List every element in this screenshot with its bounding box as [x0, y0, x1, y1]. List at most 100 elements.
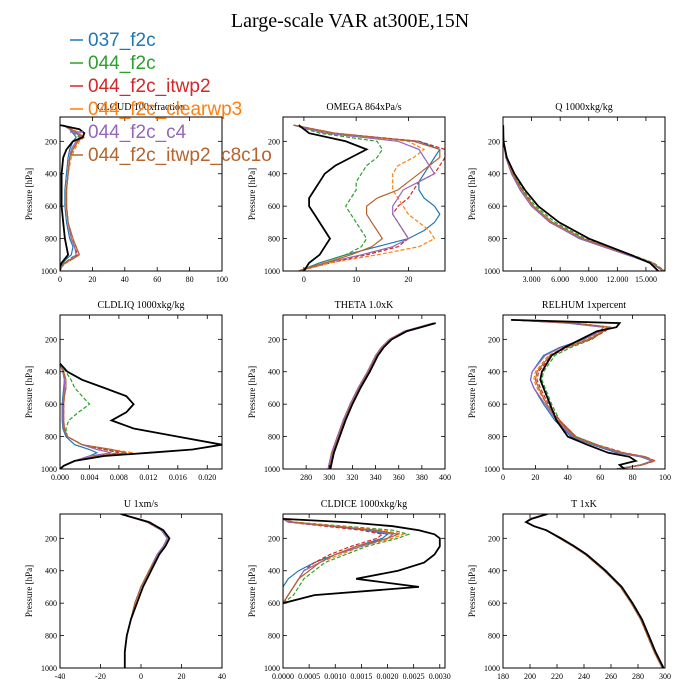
x-tick-label: 12.000	[606, 275, 628, 284]
series-line-044-f2c-c4	[293, 124, 436, 271]
y-axis-label: Pressure [hPa]	[247, 565, 257, 617]
x-tick-label: 0.000	[51, 473, 69, 482]
x-tick-label: 0.012	[139, 473, 157, 482]
series-line-044-f2c-itwp2-c8c1o	[328, 322, 435, 469]
series-line-obs	[120, 514, 171, 668]
x-tick-label: 0.0000	[272, 672, 294, 681]
series-line-obs	[60, 362, 222, 469]
series-group	[327, 322, 436, 469]
panel-title: RELHUM 1xpercent	[542, 300, 626, 311]
series-line-044-f2c	[60, 124, 81, 271]
legend-item: 044_f2c_c4	[70, 122, 187, 143]
series-line-044-f2c-itwp2-c8c1o	[60, 363, 127, 469]
x-tick-label: 3.000	[523, 275, 541, 284]
legend-label: 044_f2c_itwp2	[88, 76, 211, 97]
y-tick-label: 600	[45, 400, 57, 409]
y-tick-label: 400	[268, 368, 280, 377]
x-tick-label: 0.0010	[324, 672, 346, 681]
y-tick-label: 200	[268, 335, 280, 344]
legend-label: 037_f2c	[88, 30, 156, 51]
series-line-044-f2c-c4	[524, 514, 663, 668]
x-tick-label: 60	[596, 473, 604, 482]
x-tick-label: 20	[88, 275, 96, 284]
series-group	[283, 518, 441, 605]
x-tick-label: 360	[393, 473, 405, 482]
x-tick-label: 0	[501, 473, 505, 482]
plot-frame	[282, 116, 446, 272]
y-tick-label: 1000	[484, 267, 500, 276]
y-tick-label: 400	[268, 170, 280, 179]
x-tick-label: 240	[578, 672, 590, 681]
y-tick-label: 600	[268, 599, 280, 608]
y-tick-label: 800	[45, 632, 57, 641]
series-group	[120, 514, 171, 668]
plot-frame	[282, 314, 446, 470]
series-group	[524, 514, 665, 668]
x-tick-label: 40	[218, 672, 226, 681]
series-line-044-f2c-c4	[60, 363, 112, 469]
y-tick-label: 800	[488, 632, 500, 641]
series-line-obs	[283, 518, 441, 605]
panel-title: Q 1000xkg/kg	[555, 102, 613, 113]
x-tick-label: 0.004	[80, 473, 98, 482]
x-tick-label: 0.0030	[429, 672, 451, 681]
x-tick-label: 300	[659, 672, 671, 681]
y-tick-label: 800	[488, 235, 500, 244]
series-group	[60, 124, 86, 271]
panel-3: Q 1000xkg/kg Pressure [hPa] 3.000 6.000 9.00…	[467, 102, 666, 284]
series-line-044-f2c	[503, 125, 665, 271]
y-tick-label: 1000	[264, 465, 280, 474]
x-tick-label: 0.020	[198, 473, 216, 482]
legend-item: 037_f2c	[70, 30, 156, 51]
y-tick-label: 400	[488, 567, 500, 576]
y-tick-label: 600	[268, 400, 280, 409]
legend-item: 044_f2c_clearwp3	[70, 99, 242, 120]
panel-title: OMEGA 864xPa/s	[326, 102, 401, 113]
series-line-044-f2c-itwp2	[120, 514, 169, 668]
y-tick-label: 200	[268, 534, 280, 543]
y-tick-label: 800	[268, 433, 280, 442]
y-tick-label: 400	[488, 368, 500, 377]
x-tick-label: 0.016	[169, 473, 187, 482]
series-group	[503, 125, 665, 271]
x-tick-label: 0.0020	[377, 672, 399, 681]
series-line-obs	[298, 124, 369, 271]
x-tick-label: 0	[139, 672, 143, 681]
y-tick-label: 400	[45, 567, 57, 576]
legend-item: 044_f2c_itwp2	[70, 76, 211, 97]
x-tick-label: 100	[659, 473, 671, 482]
legend-item: 044_f2c_itwp2_c8c1o	[70, 145, 272, 166]
x-tick-label: 40	[564, 473, 572, 482]
panel-1: CLOUD 100xfraction Pressure [hPa] 0 20 40 60 8…	[24, 102, 228, 284]
y-tick-label: 1000	[41, 664, 57, 673]
x-tick-label: 0.0025	[403, 672, 425, 681]
panel-6: RELHUM 1xpercent Pressure [hPa] 0 20 40 60 80 1…	[467, 300, 671, 482]
panel-2: OMEGA 864xPa/s Pressure [hPa] 0 10 20 200 400 6…	[247, 102, 446, 284]
y-tick-label: 800	[268, 235, 280, 244]
y-tick-label: 800	[268, 632, 280, 641]
series-line-044-f2c-itwp2	[524, 514, 663, 668]
x-tick-label: 280	[632, 672, 644, 681]
legend-label: 044_f2c_itwp2_c8c1o	[88, 145, 272, 166]
x-tick-label: 400	[439, 473, 451, 482]
series-line-044-f2c	[328, 322, 435, 469]
series-line-037-f2c	[120, 514, 169, 668]
series-line-obs	[511, 319, 639, 469]
x-tick-label: 20	[404, 275, 412, 284]
figure-title: Large-scale VAR at300E,15N	[231, 10, 469, 32]
y-tick-label: 200	[45, 335, 57, 344]
panel-7: U 1xm/s Pressure [hPa] -40 -20 0 20 40 200 400 60…	[24, 499, 226, 681]
series-line-044-f2c-clearwp3	[327, 322, 434, 469]
y-tick-label: 800	[488, 433, 500, 442]
plot-frame	[502, 513, 666, 669]
panel-title: CLDLIQ 1000xkg/kg	[98, 300, 185, 311]
panel-title: CLDICE 1000xkg/kg	[321, 499, 407, 510]
y-tick-label: 200	[268, 137, 280, 146]
y-tick-label: 200	[488, 137, 500, 146]
y-tick-label: 600	[488, 202, 500, 211]
series-line-044-f2c-clearwp3	[283, 518, 406, 604]
x-tick-label: -20	[95, 672, 106, 681]
series-line-044-f2c	[524, 514, 663, 668]
x-tick-label: 180	[497, 672, 509, 681]
